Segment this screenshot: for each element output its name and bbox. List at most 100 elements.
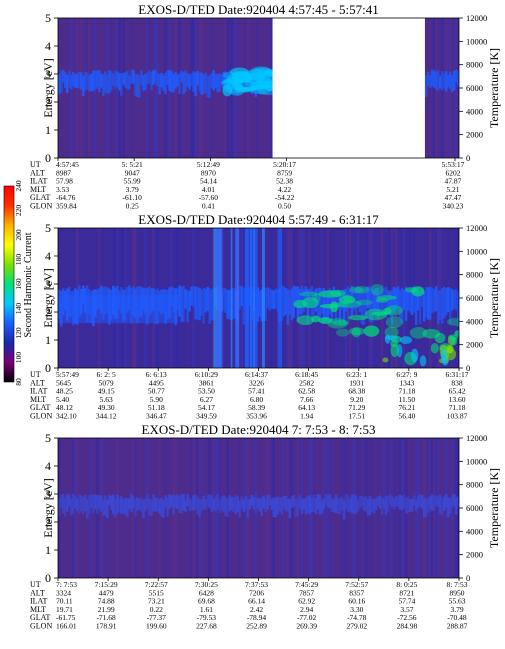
heatmap-band-cell <box>222 72 225 87</box>
axis-row-value: 166.01 <box>56 622 77 631</box>
heatmap-hot-cell <box>348 314 368 321</box>
heatmap-band-cell <box>268 494 272 506</box>
heatmap-band-cell <box>380 497 384 515</box>
heatmap-band-cell <box>428 496 432 510</box>
heatmap-band-cell <box>408 499 412 512</box>
axis-row-value: 2.94 <box>300 605 313 614</box>
axis-row-label: GLAT <box>30 613 51 622</box>
axis-row-value: 17.51 <box>348 412 365 421</box>
heatmap-hot-cell <box>376 295 397 301</box>
heatmap-stripe <box>245 228 250 368</box>
heatmap-band-cell <box>308 495 312 514</box>
axis-row-value: 5:53:17 <box>442 160 465 169</box>
axis-row-value: 11.50 <box>399 395 416 404</box>
heatmap-band-cell <box>208 288 211 324</box>
axis-row-value: 4.22 <box>278 185 291 194</box>
heatmap-band-cell <box>160 72 163 88</box>
axis-row-value: 74.88 <box>98 597 115 606</box>
heatmap-band-cell <box>190 72 193 87</box>
heatmap-band-cell <box>204 72 207 94</box>
axis-row-value: -61.10 <box>123 193 143 202</box>
heatmap-band-cell <box>242 499 245 513</box>
heatmap-band-cell <box>68 70 71 88</box>
axis-row-value: -64.76 <box>56 193 76 202</box>
heatmap-band-cell <box>226 498 229 517</box>
chart-title: EXOS-D/TED Date:920404 4:57:45 - 5:57:41 <box>138 2 378 17</box>
heatmap-band-cell <box>166 70 169 86</box>
y2-tick-label: 10000 <box>466 246 487 256</box>
axis-row-value: 3226 <box>249 378 264 387</box>
heatmap-band-cell <box>286 498 290 512</box>
heatmap-band-cell <box>198 72 201 92</box>
heatmap-band-cell <box>188 74 191 90</box>
heatmap-hot-cell <box>349 327 365 336</box>
heatmap-band-cell <box>404 286 408 321</box>
heatmap-band-cell <box>338 290 342 325</box>
heatmap-band-cell <box>70 74 73 90</box>
heatmap-band-cell <box>92 494 95 514</box>
axis-row-label: GLAT <box>30 193 51 202</box>
heatmap-band-cell <box>226 289 229 319</box>
axis-row-value: 6:18:45 <box>295 370 318 379</box>
heatmap-hot-cell <box>250 85 272 95</box>
heatmap-band-cell <box>200 289 203 316</box>
heatmap-hot-cell <box>336 328 350 337</box>
heatmap-band-cell <box>408 289 412 313</box>
heatmap-band-cell <box>366 498 370 516</box>
heatmap-band-cell <box>356 286 360 309</box>
heatmap-band-cell <box>352 494 356 515</box>
axis-row-value: 7:15:29 <box>95 580 118 589</box>
heatmap-band-cell <box>162 499 165 518</box>
axis-row-label: UT <box>30 580 41 589</box>
axis-row-value: -54.22 <box>275 193 295 202</box>
heatmap-column <box>436 438 440 578</box>
heatmap-band-cell <box>96 494 99 514</box>
heatmap-band-cell <box>66 74 69 94</box>
y-tick-label: 1 <box>45 123 51 137</box>
axis-row-value: -70.48 <box>447 613 467 622</box>
heatmap-band-cell <box>330 498 334 512</box>
y2-tick-label: 12000 <box>466 13 487 23</box>
heatmap-band-cell <box>208 494 211 508</box>
heatmap-band-cell <box>288 290 292 316</box>
heatmap-band-cell <box>200 72 203 95</box>
heatmap-band-cell <box>214 495 217 512</box>
axis-row-value: 6.27 <box>200 395 213 404</box>
y-axis-label: Energy [eV] <box>41 58 55 117</box>
heatmap-band-cell <box>216 493 219 510</box>
heatmap-band-cell <box>232 287 235 319</box>
heatmap-band-cell <box>156 72 159 86</box>
heatmap-band-cell <box>206 286 209 312</box>
heatmap-band-cell <box>218 499 221 514</box>
heatmap-band-cell <box>144 498 147 512</box>
heatmap-band-cell <box>452 493 456 507</box>
heatmap-band-cell <box>196 496 199 515</box>
heatmap-band-cell <box>182 493 185 511</box>
heatmap-band-cell <box>282 496 286 509</box>
heatmap-band-cell <box>134 499 137 517</box>
heatmap-band-cell <box>94 70 97 90</box>
y2-tick-label: 8000 <box>466 270 483 280</box>
heatmap-band-cell <box>204 499 207 510</box>
heatmap-band-cell <box>120 73 123 96</box>
axis-row-value: 5:57:49 <box>56 370 79 379</box>
axis-row-value: 8759 <box>277 168 292 177</box>
axis-row-value: 48.12 <box>56 403 73 412</box>
axis-row-value: 71.29 <box>348 403 365 412</box>
axis-row-value: 6:27: 9 <box>396 370 417 379</box>
axis-row-value: 51.18 <box>148 403 165 412</box>
heatmap-band-cell <box>72 71 75 87</box>
heatmap-band-cell <box>436 290 440 325</box>
axis-row-value: 66.14 <box>248 597 265 606</box>
heatmap-band-cell <box>390 496 394 508</box>
y2-tick-label: 4000 <box>466 316 483 326</box>
y2-tick-label: 4000 <box>466 526 483 536</box>
heatmap-hot-cell <box>364 308 387 321</box>
heatmap-band-cell <box>406 291 410 311</box>
heatmap-band-cell <box>316 494 320 510</box>
heatmap-band-cell <box>398 494 402 510</box>
heatmap-band-cell <box>346 286 350 322</box>
axis-row-value: 288.87 <box>447 622 468 631</box>
heatmap-band-cell <box>160 497 163 517</box>
heatmap-column <box>122 18 125 158</box>
